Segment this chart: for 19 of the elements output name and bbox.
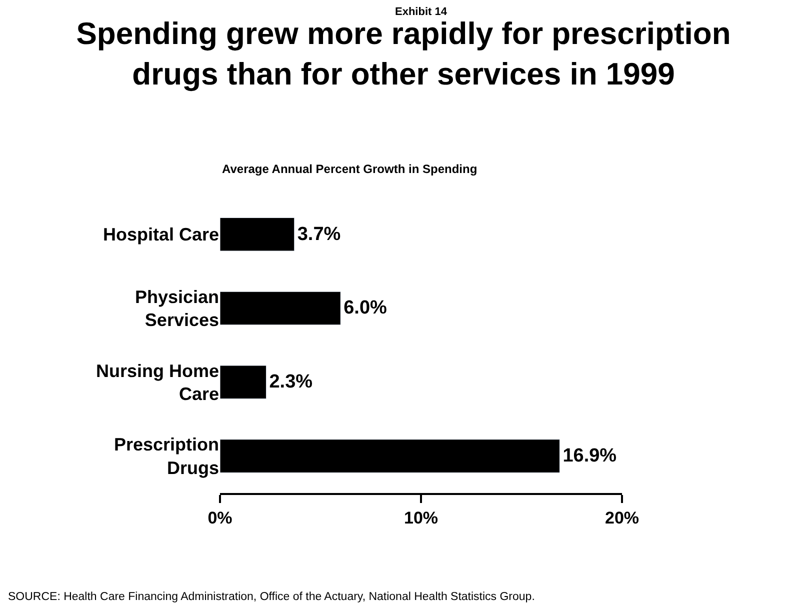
bar xyxy=(220,291,341,326)
chart-title: Spending grew more rapidly for prescription drugs than for other services in 1999 xyxy=(76,16,731,92)
data-label: 3.7% xyxy=(297,224,341,245)
data-label: 16.9% xyxy=(562,446,617,467)
x-axis-title: Average Annual Percent Growth in Spending xyxy=(222,162,478,176)
bar xyxy=(220,217,295,252)
y-tick-label: Hospital Care xyxy=(102,224,219,245)
text: Exhibit 14 xyxy=(395,6,448,18)
x-tick-label: 10% xyxy=(404,508,438,528)
data-label: 2.3% xyxy=(269,372,313,393)
x-tick-label: 0% xyxy=(208,508,232,528)
x-tick-label: 20% xyxy=(604,508,640,528)
y-tick-label: Prescription Drugs xyxy=(114,434,219,478)
bar xyxy=(220,365,266,400)
source-note: SOURCE: Health Care Financing Administration, Office of the Actuary, National Health Statistics Group. xyxy=(8,591,535,603)
bar xyxy=(220,439,560,473)
y-tick-label: Nursing Home Care xyxy=(96,360,219,404)
data-label: 6.0% xyxy=(344,298,388,319)
y-tick-label: Physician Services xyxy=(134,286,219,330)
